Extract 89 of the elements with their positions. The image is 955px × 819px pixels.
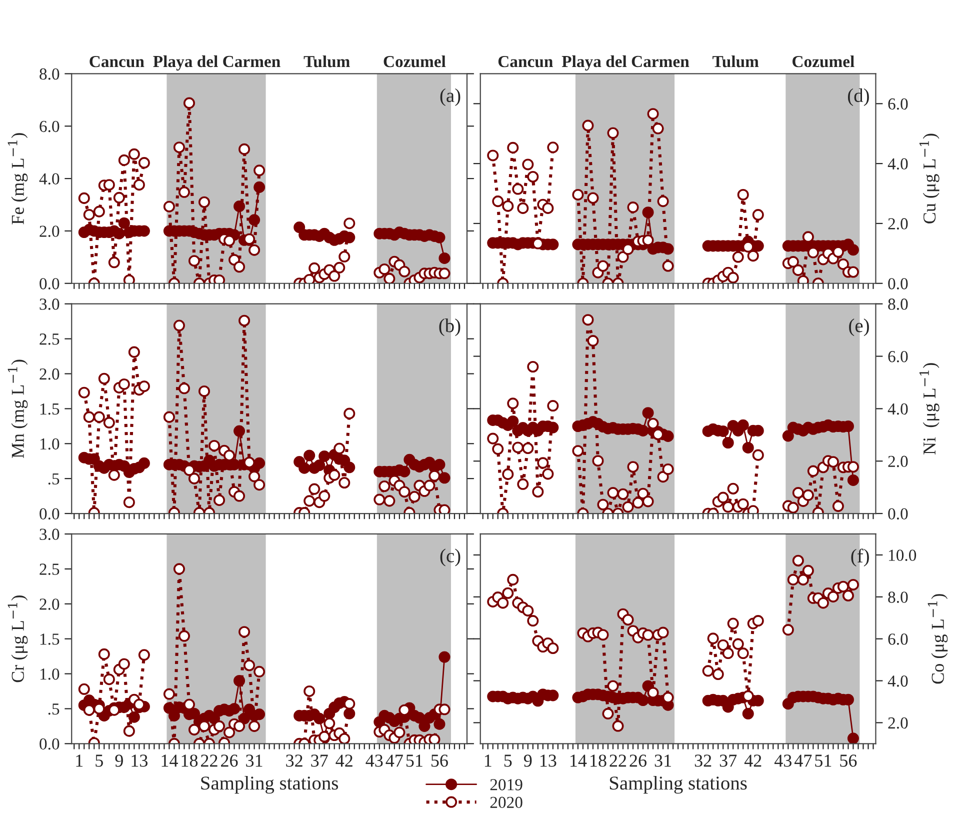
y-tick-label: 6.0 <box>40 120 60 132</box>
y2-tick-label: 2.0 <box>888 456 908 468</box>
text: Playa del Carmen <box>562 55 690 71</box>
y2-tick-label: 6.0 <box>888 634 908 645</box>
text: Cancun <box>90 56 144 68</box>
y-tick-label: 2.0 <box>40 226 60 237</box>
y2-tick-label: 0.0 <box>888 278 908 290</box>
y-tick-label: 2.0 <box>40 368 60 380</box>
x-tick-label: 47 <box>794 754 812 767</box>
x-tick-label: 26 <box>630 754 646 767</box>
y-tick-label: 4.0 <box>39 173 60 185</box>
x-tick-label: 51 <box>815 754 832 767</box>
y2-tick-label: 8.0 <box>888 298 908 310</box>
annotation: (e) <box>849 318 869 336</box>
x-tick-label: 42 <box>744 754 762 767</box>
y2-tick-label: 4.0 <box>888 158 908 170</box>
x-tick-label: 1 <box>484 754 492 767</box>
legend-label: 2019 <box>490 779 522 790</box>
x-tick-label: 14 <box>162 754 178 767</box>
y2-tick-label: 2.0 <box>888 218 908 230</box>
x-tick-label: 5 <box>504 754 512 767</box>
x-tick-label: 43 <box>366 754 383 767</box>
y-tick-label: 2.0 <box>40 598 60 610</box>
y2-tick-label: 6.0 <box>888 98 908 110</box>
y2-tick-label: 6.0 <box>888 350 908 362</box>
y2-tick-label: 10.0 <box>889 550 916 561</box>
y2-tick-label: 4.0 <box>888 403 908 415</box>
y-tick-label: 1.0 <box>40 668 60 680</box>
text: Cancun <box>498 56 553 68</box>
y-tick-label: 0.0 <box>40 508 60 520</box>
x-tick-label: 51 <box>406 754 422 767</box>
y-tick-label: 2.5 <box>40 334 60 345</box>
annotation: (b) <box>439 318 460 336</box>
text: Playa del Carmen <box>153 55 280 71</box>
x-tick-label: 9 <box>524 754 532 767</box>
y2-tick-label: 8.0 <box>888 592 908 603</box>
x-tick-label: 31 <box>654 754 671 767</box>
y2-axis-title: Ni (μg L$^{−1}$) <box>919 363 940 454</box>
x-tick-label: 18 <box>182 754 198 767</box>
y-tick-label: 0.0 <box>40 278 60 290</box>
y2-tick-label: 4.0 <box>888 675 908 687</box>
x-tick-label: 22 <box>610 754 626 767</box>
x-tick-label: 14 <box>570 754 587 767</box>
y-tick-label: 1.5 <box>40 634 60 645</box>
x-tick-label: 18 <box>590 754 606 767</box>
y-tick-label: 8.0 <box>40 68 60 80</box>
y-axis-title: Fe (mg L$^{−1}$) <box>8 133 28 224</box>
annotation: (d) <box>848 88 869 106</box>
y-axis-title: Cr (μg L$^{−1}$) <box>8 596 28 682</box>
annotation: (a) <box>440 88 460 106</box>
annotation: (f) <box>851 548 869 566</box>
annotation: (c) <box>440 548 460 566</box>
x-tick-label: 22 <box>201 754 218 767</box>
x-tick-label: 37 <box>720 754 737 767</box>
x-tick-label: 1 <box>76 754 83 767</box>
text: Cozumel <box>384 55 446 68</box>
x-tick-label: 26 <box>221 754 238 767</box>
y2-tick-label: 2.0 <box>888 717 908 729</box>
x-axis-title: Sampling stations <box>201 776 338 794</box>
x-tick-label: 13 <box>132 754 148 767</box>
y-tick-label: 2.5 <box>40 564 60 575</box>
y-tick-label: .5 <box>48 473 60 485</box>
y-tick-label: 3.0 <box>40 528 60 540</box>
x-tick-label: 43 <box>774 754 792 767</box>
y-tick-label: 1.0 <box>40 438 60 450</box>
x-tick-label: 31 <box>246 754 262 767</box>
x-tick-label: 56 <box>431 754 448 767</box>
x-tick-label: 32 <box>286 754 302 767</box>
y-tick-label: 3.0 <box>40 298 60 310</box>
text: Tulum <box>712 55 759 68</box>
text: Cozumel <box>792 55 854 68</box>
y-tick-label: 1.5 <box>40 403 60 415</box>
x-tick-label: 32 <box>694 754 712 767</box>
y-tick-label: .5 <box>48 704 60 715</box>
x-tick-label: 9 <box>115 754 123 767</box>
y-tick-label: 0.0 <box>40 738 60 750</box>
x-tick-label: 5 <box>96 754 103 767</box>
x-tick-label: 42 <box>336 754 352 767</box>
x-tick-label: 56 <box>840 754 857 767</box>
text: Tulum <box>304 55 350 68</box>
y-axis-title: Mn (mg L$^{−1}$) <box>8 360 28 458</box>
x-tick-label: 13 <box>540 754 556 767</box>
y2-tick-label: 0.0 <box>888 508 908 520</box>
x-tick-label: 37 <box>311 754 328 767</box>
x-axis-title: Sampling stations <box>610 776 747 794</box>
y2-axis-title: Co (μg L$^{−1}$) <box>928 594 948 684</box>
y2-axis-title: Cu (μg L$^{−1}$) <box>919 134 940 224</box>
legend-label: 2020 <box>490 796 522 808</box>
x-tick-label: 47 <box>386 754 403 767</box>
